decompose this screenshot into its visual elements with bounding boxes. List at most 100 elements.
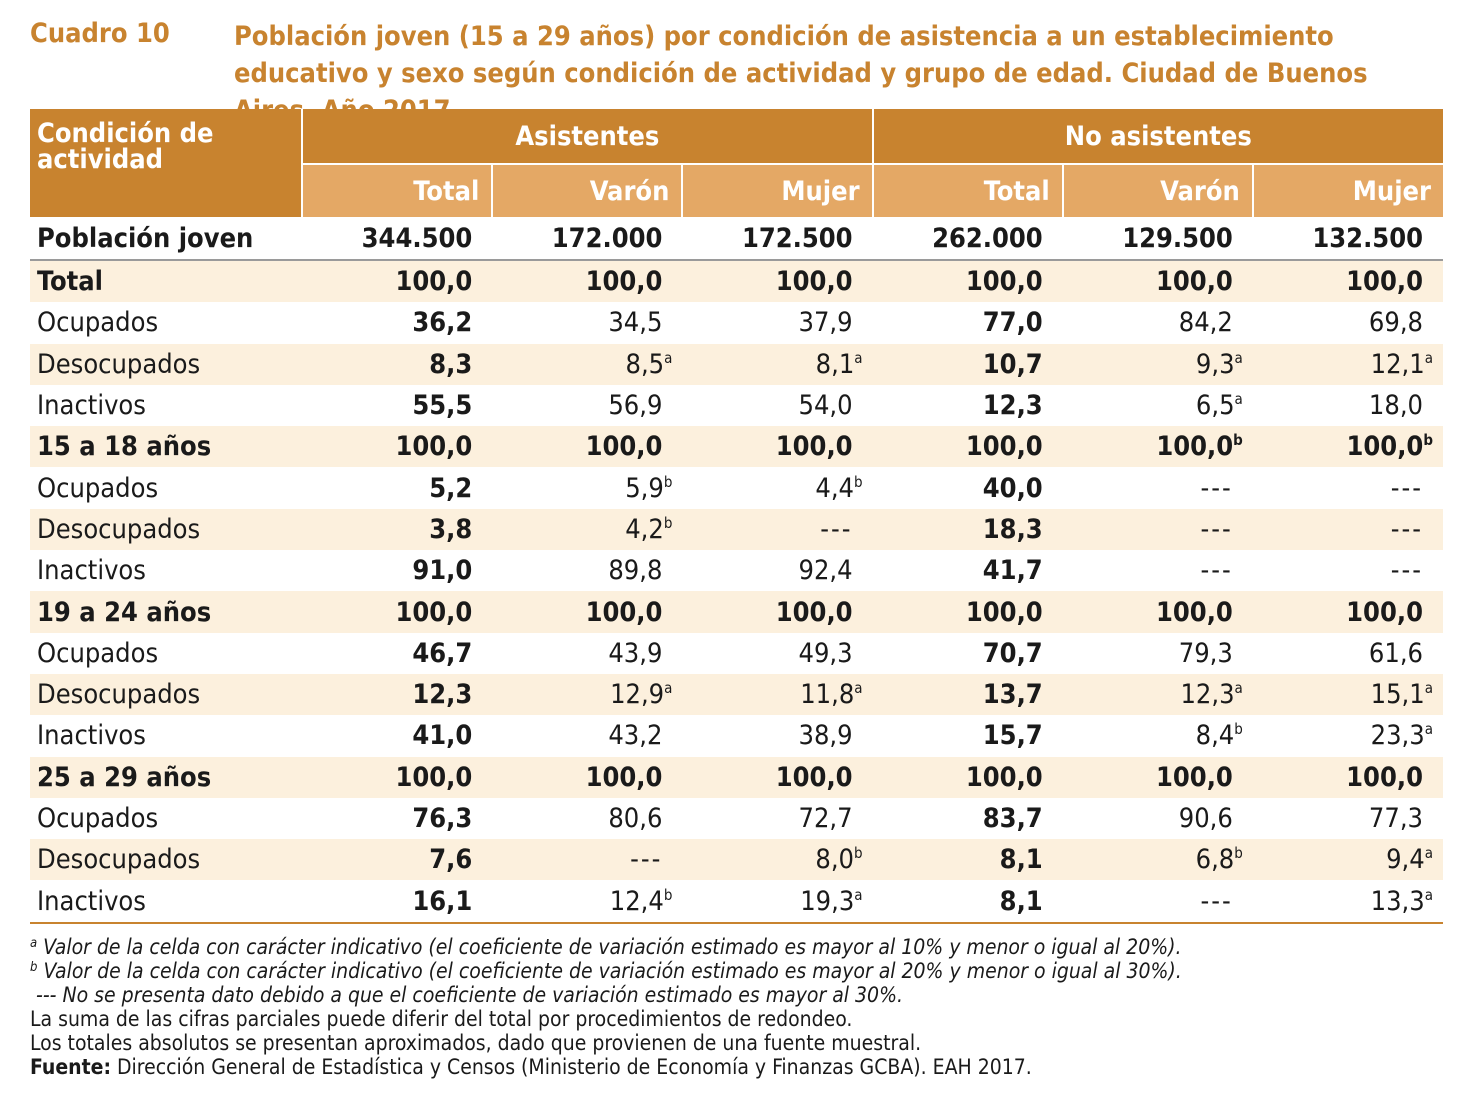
cell-value: 92,4 xyxy=(798,555,853,587)
footnote-mark: b xyxy=(1233,431,1243,450)
cell-value: 6,8 xyxy=(1195,844,1235,876)
cell-value: 8,5 xyxy=(625,348,665,380)
cell-value: --- xyxy=(1200,555,1233,587)
row-label: Inactivos xyxy=(37,555,146,587)
footnote-mark: b xyxy=(1234,844,1243,863)
table-cell: 100,0b xyxy=(1062,426,1253,468)
table-cell: 49,3 xyxy=(682,633,872,674)
table-cell: 100,0 xyxy=(682,591,873,633)
cell-value: 100,0 xyxy=(395,761,473,793)
cell-value: 100,0 xyxy=(965,266,1043,298)
footnote-a: a Valor de la celda con carácter indicat… xyxy=(30,935,1450,959)
row-label: Inactivos xyxy=(30,880,303,924)
footnote-b: b Valor de la celda con carácter indicat… xyxy=(30,959,1450,983)
table-cell: 4,2b xyxy=(492,508,683,551)
cell-value: 15,1 xyxy=(1370,679,1425,711)
footnote-mark: a xyxy=(1424,885,1433,904)
table-cell: 129.500 xyxy=(1062,217,1253,261)
table-cell: 3,8 xyxy=(302,508,493,551)
cell-value: 4,2 xyxy=(625,513,664,545)
row-label: Desocupados xyxy=(30,343,303,385)
table-cell: 132.500 xyxy=(1252,217,1443,261)
table-cell: 56,9 xyxy=(492,385,682,426)
cell-value: 100,0 xyxy=(585,431,663,463)
table-cell: 8,4b xyxy=(1063,715,1253,756)
cell-value: 8,4 xyxy=(1195,720,1235,752)
cell-value: 9,3 xyxy=(1195,348,1235,380)
cell-value: 80,6 xyxy=(608,803,663,834)
row-label: Desocupados xyxy=(30,673,303,716)
cell-value: 5,9 xyxy=(625,472,664,504)
cell-value: 8,1 xyxy=(999,844,1043,876)
table-row: Ocupados 5,2 5,9b 4,4b 40,0 --- --- xyxy=(30,467,1443,508)
table-cell: 11,8a xyxy=(682,673,873,716)
cell-value: 7,6 xyxy=(429,844,473,876)
row-label: Inactivos xyxy=(37,390,146,422)
footnote-mark: a xyxy=(1424,720,1433,739)
cell-value: 100,0 xyxy=(1346,761,1423,793)
table-cell: --- xyxy=(1252,508,1443,551)
cell-value: 172.500 xyxy=(741,222,853,254)
cell-value: 100,0 xyxy=(1156,431,1234,463)
table-cell: 77,3 xyxy=(1253,798,1443,839)
note-approx: Los totales absolutos se presentan aprox… xyxy=(30,1031,922,1055)
cell-value: 83,7 xyxy=(982,803,1043,834)
table-cell: 84,2 xyxy=(1063,302,1253,343)
table-cell: --- xyxy=(682,508,873,551)
table-cell: 19,3a xyxy=(682,880,873,924)
row-label: Población joven xyxy=(30,217,303,261)
table-cell: 12,3a xyxy=(1062,673,1253,716)
cell-value: --- xyxy=(1200,513,1233,545)
table-row: Desocupados 12,3 12,9a 11,8a 13,7 12,3a 15,1a xyxy=(30,673,1443,716)
cell-value: --- xyxy=(630,844,663,876)
table-cell: 100,0 xyxy=(1062,260,1253,303)
table-cell: 4,4b xyxy=(682,467,872,508)
footnote-mark: a xyxy=(1424,679,1433,698)
footnote-dash: --- No se presenta dato debido a que el … xyxy=(30,983,904,1007)
cell-value: 8,1 xyxy=(815,348,855,380)
table-body: Población joven 344.500 172.000 172.500 262.… xyxy=(30,217,1443,924)
cell-value: 100,0 xyxy=(775,266,853,298)
cell-value: 100,0 xyxy=(965,431,1043,463)
footnote-mark: b xyxy=(1423,431,1433,450)
cell-value: 77,0 xyxy=(982,307,1043,339)
footnote-mark: a xyxy=(854,885,863,904)
cell-value: 9,4 xyxy=(1386,844,1425,876)
table-cell: 61,6 xyxy=(1253,633,1443,674)
table-cell: 100,0 xyxy=(1252,756,1443,798)
table-cell: 76,3 xyxy=(302,798,492,839)
cell-value: 72,7 xyxy=(798,803,853,834)
cell-value: 34,5 xyxy=(608,307,663,339)
footnote-mark: a xyxy=(1234,390,1243,409)
footnote-mark: a xyxy=(1234,348,1243,367)
cell-value: 84,2 xyxy=(1178,307,1233,339)
table-cell: 8,1 xyxy=(872,839,1063,881)
cell-value: 12,4 xyxy=(609,885,664,917)
cell-value: 19,3 xyxy=(800,885,855,917)
footnote-mark: b xyxy=(854,472,863,491)
table-cell: 15,7 xyxy=(873,715,1063,756)
cell-value: 8,0 xyxy=(815,844,854,876)
col-header-varon: Varón xyxy=(1062,164,1254,217)
cell-value: 100,0 xyxy=(775,431,853,463)
row-label: Desocupados xyxy=(30,839,303,881)
cell-value: 11,8 xyxy=(800,679,855,711)
row-label: 19 a 24 años xyxy=(30,591,303,633)
footnote-text: Valor de la celda con carácter indicativ… xyxy=(43,935,1182,959)
cell-value: 100,0 xyxy=(585,596,663,628)
group-header-asistentes: Asistentes xyxy=(302,109,874,165)
table-cell: 13,3a xyxy=(1252,880,1443,924)
cell-value: 3,8 xyxy=(429,513,473,545)
cell-value: 8,1 xyxy=(999,885,1043,917)
table-cell: 43,9 xyxy=(492,633,682,674)
footnote-mark: a xyxy=(1424,348,1433,367)
cell-value: 100,0 xyxy=(1346,431,1424,463)
cell-value: --- xyxy=(1390,472,1423,504)
table-cell: 34,5 xyxy=(492,302,682,343)
table-cell: 100,0 xyxy=(1252,591,1443,633)
table-cell: 8,1a xyxy=(682,343,873,385)
col-header-mujer: Mujer xyxy=(1252,164,1443,217)
table-cell: 6,8b xyxy=(1062,839,1253,881)
cell-value: --- xyxy=(1390,555,1423,587)
table-row: 25 a 29 años 100,0 100,0 100,0 100,0 100,0 100… xyxy=(30,756,1443,798)
